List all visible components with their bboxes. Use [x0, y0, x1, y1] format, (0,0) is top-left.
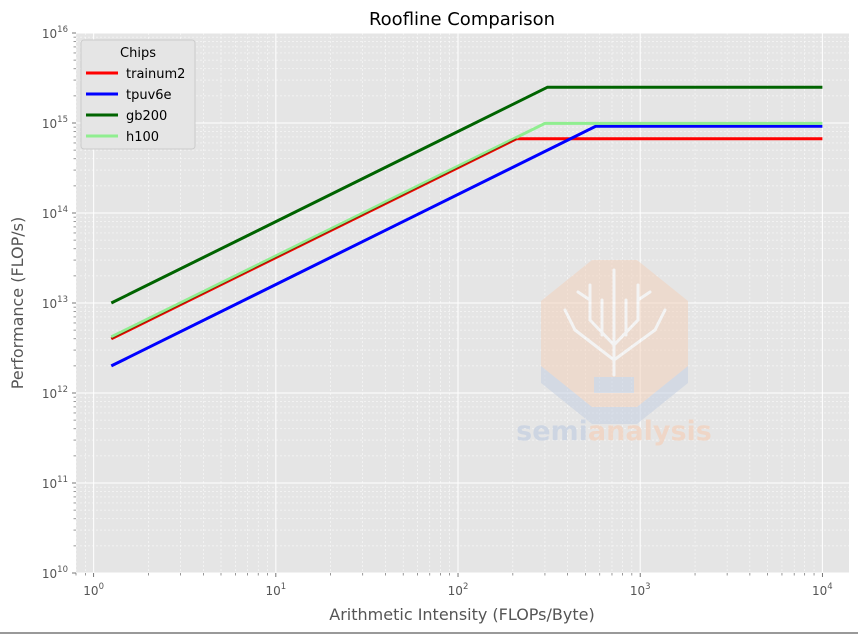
- chart-title: Roofline Comparison: [369, 9, 555, 30]
- y-tick-label: 1010: [42, 565, 68, 581]
- legend: Chips trainum2 tpuv6e gb200 h100: [80, 39, 196, 150]
- y-tick-label: 1013: [42, 295, 68, 311]
- y-tick-label: 1016: [42, 25, 68, 41]
- legend-box: [80, 39, 196, 150]
- watermark-base: [594, 377, 634, 393]
- series-line-tpuv6e: [110, 124, 823, 368]
- x-axis-ticks: 100 101 102 103 104: [75, 573, 833, 598]
- watermark-text-analysis: analysis: [588, 416, 712, 447]
- legend-label-trainum2: trainum2: [126, 67, 185, 82]
- circuit-tree-octagon-icon: [563, 268, 667, 377]
- y-axis-ticks: 1010 1011 1012 1013 1014 1015 1016: [42, 25, 76, 581]
- legend-title: Chips: [120, 46, 156, 61]
- y-tick-label: 1012: [42, 385, 68, 401]
- series-line-gb200: [110, 85, 823, 305]
- x-tick-label: 104: [812, 582, 833, 598]
- y-tick-label: 1015: [42, 115, 68, 131]
- y-tick-label: 1011: [42, 475, 68, 491]
- series-lines: [110, 85, 823, 368]
- legend-items: trainum2 tpuv6e gb200 h100: [86, 67, 185, 145]
- x-tick-label: 100: [83, 582, 104, 598]
- watermark-text-semi: semi: [516, 416, 588, 447]
- y-axis-label: Performance (FLOP/s): [8, 217, 27, 389]
- series-line-h100: [110, 121, 823, 339]
- x-tick-label: 103: [630, 582, 651, 598]
- y-tick-label: 1014: [42, 205, 68, 221]
- watermark-text: semianalysis: [516, 416, 712, 447]
- legend-label-tpuv6e: tpuv6e: [126, 88, 172, 103]
- x-axis-label: Arithmetic Intensity (FLOPs/Byte): [329, 605, 594, 624]
- legend-label-gb200: gb200: [126, 109, 167, 124]
- x-tick-label: 101: [265, 582, 286, 598]
- legend-label-h100: h100: [126, 130, 159, 145]
- x-tick-label: 102: [448, 582, 469, 598]
- series-line-trainum2-edge: [111, 138, 517, 340]
- semianalysis-watermark: [541, 260, 688, 424]
